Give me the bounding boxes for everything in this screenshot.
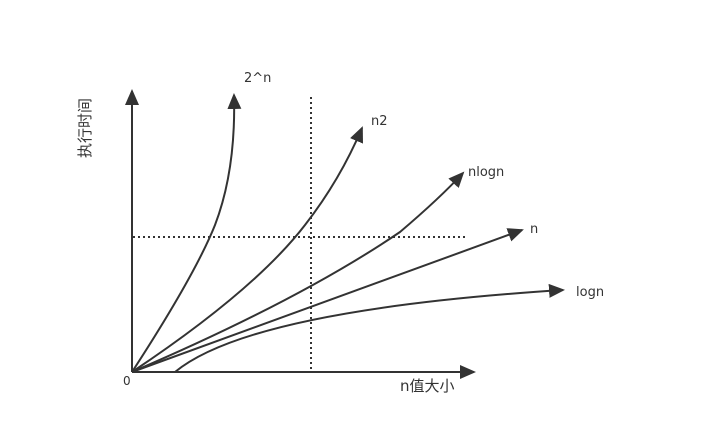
origin-label: 0 <box>123 374 131 388</box>
x-axis-label: n值大小 <box>400 377 455 395</box>
curve-label-logarithmic: logn <box>576 285 604 300</box>
curve-label-quadratic: n2 <box>371 114 388 129</box>
curve-label-linear: n <box>530 222 538 237</box>
curve-nlogn <box>131 171 465 373</box>
y-axis-label: 执行时间 <box>76 98 94 158</box>
curve-label-nlogn: nlogn <box>468 165 504 180</box>
curve-label-exponential: 2^n <box>244 71 271 86</box>
curve-linear <box>131 228 524 373</box>
curve-quadratic <box>131 126 363 373</box>
curve-exponential <box>131 93 242 373</box>
curve-logarithmic <box>174 283 565 373</box>
